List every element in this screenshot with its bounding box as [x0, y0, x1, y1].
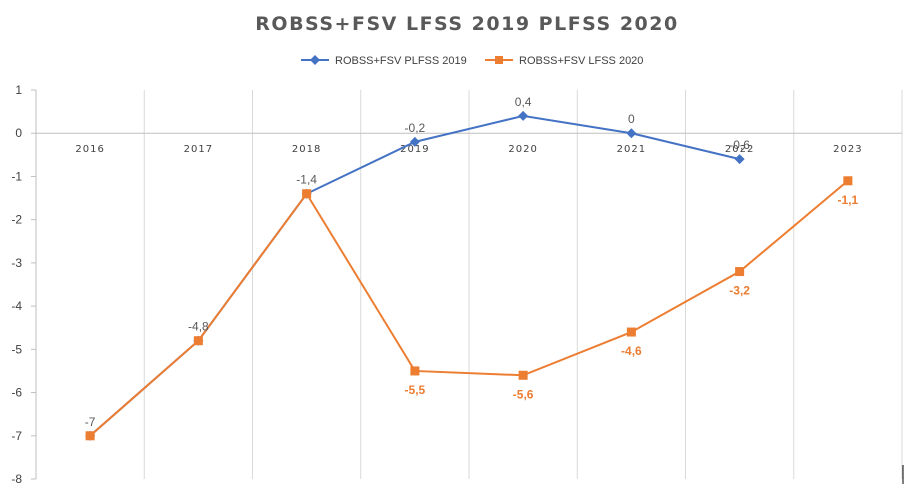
data-label-series-b: -4,6 [621, 344, 642, 358]
y-tick-label: -6 [11, 386, 22, 400]
y-tick-label: 1 [15, 83, 22, 97]
data-label-series-a: -4,8 [188, 320, 209, 334]
data-label-series-a: 0,4 [515, 95, 532, 109]
legend-label-series-a: ROBSS+FSV PLFSS 2019 [335, 55, 467, 67]
y-tick-label: 0 [15, 126, 22, 140]
point-marker-series-b [626, 327, 636, 337]
point-marker-series-a [734, 154, 745, 165]
x-tick-label: 2020 [508, 144, 537, 155]
point-marker-series-b [85, 431, 95, 441]
data-label-series-b: -5,6 [513, 387, 534, 401]
data-label-series-b: -5,5 [405, 383, 426, 397]
x-tick-label: 2019 [400, 144, 429, 155]
point-marker-series-a [626, 128, 637, 139]
y-tick-label: -4 [11, 299, 22, 313]
y-tick-label: -1 [11, 169, 22, 183]
point-marker-series-b [193, 336, 203, 346]
data-label-series-a: -0,6 [729, 138, 750, 152]
data-label-series-a: -0,2 [405, 121, 426, 135]
point-marker-series-a [409, 136, 420, 147]
data-label-series-a: 0 [628, 112, 635, 126]
y-tick-label: -8 [11, 472, 22, 486]
point-marker-series-b [410, 366, 420, 376]
legend-label-series-b: ROBSS+FSV LFSS 2020 [519, 55, 643, 67]
plot-area [85, 110, 853, 441]
x-axis: 2016 2017 2018 2019 2020 2021 2022 2023 [36, 132, 902, 155]
point-marker-series-b [302, 189, 312, 199]
data-label-series-a: -1,4 [296, 173, 317, 187]
y-tick-label: -2 [11, 213, 22, 227]
y-tick-label: -3 [11, 256, 22, 270]
y-tick-label: -7 [11, 429, 22, 443]
y-tick-label: -5 [11, 342, 22, 356]
x-tick-label: 2018 [292, 144, 321, 155]
legend-diamond-icon [310, 55, 320, 65]
legend-item-series-a: ROBSS+FSV PLFSS 2019 [301, 55, 467, 67]
y-axis: 1 0 -1 -2 -3 -4 -5 -6 -7 -8 [11, 83, 37, 486]
x-tick-label: 2017 [184, 144, 213, 155]
data-label-series-a: -7 [85, 415, 96, 429]
x-tick-label: 2022 [725, 144, 754, 155]
data-labels: -7 -4,8 -1,4 -0,2 0,4 0 -0,6 -5,5 -5,6 -4,6 -3,2 -1… [85, 95, 859, 429]
series-line-b [89, 180, 849, 437]
legend-square-icon [495, 56, 503, 64]
gridlines [35, 90, 903, 479]
legend: ROBSS+FSV PLFSS 2019 ROBSS+FSV LFSS 2020 [301, 55, 643, 67]
point-marker-series-a [518, 110, 529, 121]
data-label-series-b: -1,1 [838, 193, 859, 207]
point-marker-series-b [735, 267, 745, 277]
chart-title: ROBSS+FSV LFSS 2019 PLFSS 2020 [255, 13, 678, 35]
data-label-series-b: -3,2 [729, 284, 750, 298]
point-marker-series-b [843, 176, 853, 186]
x-tick-label: 2021 [617, 144, 646, 155]
legend-item-series-b: ROBSS+FSV LFSS 2020 [485, 55, 643, 67]
x-tick-label: 2016 [75, 144, 104, 155]
x-tick-label: 2023 [833, 144, 862, 155]
point-marker-series-b [518, 370, 528, 380]
